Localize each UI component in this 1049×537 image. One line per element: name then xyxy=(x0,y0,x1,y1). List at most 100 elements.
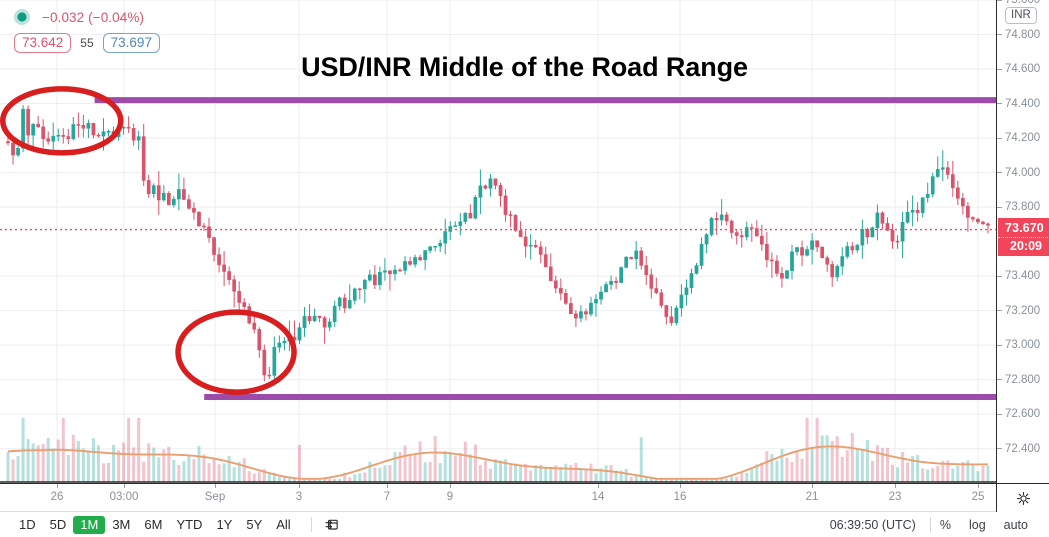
volume-bar xyxy=(906,462,910,482)
volume-bar xyxy=(534,465,538,482)
date-range-button[interactable] xyxy=(323,517,340,533)
clock-label: 06:39:50 (UTC) xyxy=(829,517,916,532)
candle-body xyxy=(729,220,734,233)
price-tick: 73.400 xyxy=(997,269,1049,283)
candle-body xyxy=(207,226,211,238)
candle-body xyxy=(26,108,30,136)
candle-body xyxy=(177,189,181,200)
candle-body xyxy=(161,192,166,201)
chart-plot-area[interactable] xyxy=(0,0,996,483)
candle-body xyxy=(629,256,634,260)
volume-bar xyxy=(16,455,20,482)
volume-bar xyxy=(86,451,90,482)
volume-bar xyxy=(287,478,291,482)
price-tick-label: 74.000 xyxy=(1005,166,1041,179)
volume-bar xyxy=(765,451,769,482)
volume-bar xyxy=(649,476,653,482)
volume-bar xyxy=(529,470,533,482)
volume-bar xyxy=(418,441,422,482)
range-button-ytd[interactable]: YTD xyxy=(176,516,203,532)
annotation-ellipse-upper-consolidation[interactable] xyxy=(0,86,124,156)
volume-bar xyxy=(483,460,487,482)
range-button-6m[interactable]: 6M xyxy=(144,516,163,532)
candle-body xyxy=(925,193,930,198)
volume-bar xyxy=(760,462,764,482)
candle-body xyxy=(770,259,774,262)
candle-body xyxy=(739,235,744,238)
volume-bar xyxy=(921,468,925,482)
range-button-5y[interactable]: 5Y xyxy=(246,516,263,532)
candle-body xyxy=(845,246,850,257)
candle-body xyxy=(347,300,352,309)
volume-bar xyxy=(679,478,683,482)
price-tick-label: 73.800 xyxy=(1005,201,1041,214)
candle-body xyxy=(915,210,920,213)
volume-bar xyxy=(292,478,296,482)
candle-body xyxy=(986,223,990,226)
candle-body xyxy=(780,273,784,279)
volume-bar xyxy=(654,478,658,482)
candle-body xyxy=(262,349,267,376)
chart-settings-button[interactable] xyxy=(996,484,1049,512)
range-button-3m[interactable]: 3M xyxy=(112,516,131,532)
candle-body xyxy=(317,315,322,319)
candle-body xyxy=(840,256,845,267)
range-button-1d[interactable]: 1D xyxy=(19,516,36,532)
candle-body xyxy=(483,185,488,189)
volume-bar xyxy=(850,433,854,482)
time-tick-label: 9 xyxy=(446,491,454,503)
candle-body xyxy=(423,250,427,261)
volume-bar xyxy=(56,439,60,482)
auto-scale-button[interactable]: auto xyxy=(1003,517,1028,532)
candle-body xyxy=(930,176,935,195)
volume-bar xyxy=(554,465,558,482)
volume-bar xyxy=(790,462,794,482)
tick-dash xyxy=(997,206,1002,208)
volume-bar xyxy=(378,467,382,482)
time-axis[interactable]: 26 03:00 Sep 3 7 9 14 16 21 23 25 xyxy=(0,483,1049,512)
volume-bar xyxy=(182,461,186,482)
volume-bar xyxy=(604,465,608,482)
annotation-ellipse-lower-consolidation[interactable] xyxy=(175,309,297,395)
candle-body xyxy=(795,247,799,253)
time-tick-label: 7 xyxy=(383,491,391,503)
time-tick-label: Sep xyxy=(204,491,226,503)
candle-body xyxy=(674,307,679,323)
volume-bar xyxy=(835,436,839,482)
price-tick-label: 74.400 xyxy=(1005,97,1041,110)
volume-bar xyxy=(891,464,895,482)
candle-body xyxy=(146,180,151,194)
footer-right-group[interactable]: 06:39:50 (UTC) % log auto xyxy=(830,517,1049,533)
volume-bar xyxy=(237,461,241,482)
range-button-5d[interactable]: 5D xyxy=(49,516,67,532)
log-scale-button[interactable]: log xyxy=(968,517,986,532)
range-button-1m[interactable]: 1M xyxy=(73,515,106,534)
range-selector[interactable]: 1D 5D 1M 3M 6M YTD 1Y 5Y All xyxy=(0,515,298,534)
volume-bar xyxy=(629,476,633,482)
candle-body xyxy=(790,251,794,271)
percent-scale-button[interactable]: % xyxy=(939,517,951,532)
volume-bar xyxy=(669,478,673,482)
candle-body xyxy=(126,126,131,129)
candle-body xyxy=(413,257,417,265)
candle-body xyxy=(478,185,483,198)
candle-body xyxy=(76,124,81,126)
volume-bar xyxy=(403,445,407,482)
current-price-badge[interactable]: 73.670 20:09 xyxy=(998,217,1049,256)
volume-bar xyxy=(277,476,281,482)
candle-body xyxy=(66,136,71,140)
currency-badge[interactable]: INR xyxy=(1005,7,1037,24)
time-tick-label: 16 xyxy=(673,491,687,503)
candle-body xyxy=(569,303,573,314)
candle-body xyxy=(352,288,357,301)
candle-body xyxy=(961,198,965,207)
range-button-1y[interactable]: 1Y xyxy=(216,516,233,532)
volume-bar xyxy=(388,465,392,482)
volume-bar xyxy=(177,464,181,482)
candle-body xyxy=(393,269,397,275)
range-button-all[interactable]: All xyxy=(276,516,291,532)
footer-toolbar[interactable]: 1D 5D 1M 3M 6M YTD 1Y 5Y All 06:39:50 (UTC) % lo… xyxy=(0,512,1049,537)
price-axis[interactable]: INR 75.000 74.800 74.600 74.400 74.200 74.000… xyxy=(996,0,1049,483)
volume-bar xyxy=(976,471,980,482)
candle-body xyxy=(307,316,312,322)
